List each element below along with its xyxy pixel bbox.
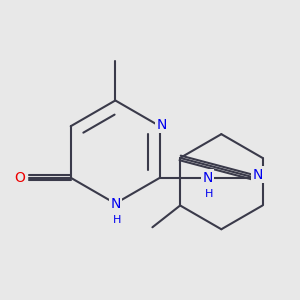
Text: H: H <box>112 215 121 225</box>
Text: N: N <box>110 196 121 211</box>
Text: N: N <box>202 171 213 185</box>
Text: O: O <box>15 171 26 185</box>
Text: N: N <box>253 168 263 182</box>
Text: N: N <box>156 118 167 132</box>
Text: H: H <box>205 189 213 199</box>
